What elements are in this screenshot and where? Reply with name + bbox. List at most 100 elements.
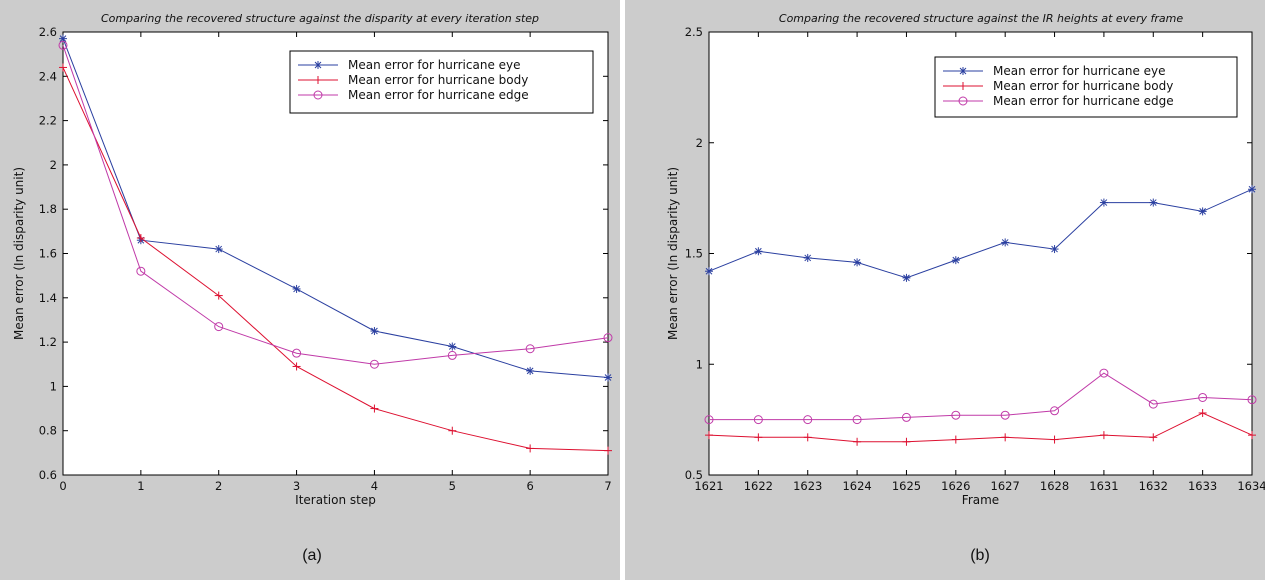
legend-label: Mean error for hurricane edge — [993, 94, 1174, 108]
legend-marker — [959, 67, 967, 75]
chart-a-svg: Comparing the recovered structure agains… — [12, 12, 613, 564]
data-point — [1248, 431, 1256, 440]
x-tick-label: 1627 — [991, 479, 1020, 493]
x-tick-label: 1623 — [793, 479, 822, 493]
data-point — [1149, 198, 1158, 207]
chart-panel-b: Comparing the recovered structure agains… — [625, 0, 1265, 580]
legend-entry: Mean error for hurricane eye — [943, 64, 1166, 78]
x-tick-label: 7 — [604, 479, 611, 493]
data-point — [803, 253, 812, 262]
series-2 — [59, 63, 612, 455]
chart-title: Comparing the recovered structure agains… — [779, 12, 1183, 25]
x-tick-label: 1626 — [941, 479, 970, 493]
x-tick-label: 4 — [371, 479, 378, 493]
y-tick-label: 1.4 — [39, 291, 57, 305]
data-point — [526, 366, 535, 375]
data-point — [1001, 433, 1010, 442]
data-point — [853, 437, 862, 446]
legend-label: Mean error for hurricane body — [348, 73, 528, 87]
data-point — [1198, 392, 1208, 402]
y-tick-label: 2.4 — [39, 69, 57, 83]
data-point — [951, 410, 961, 420]
data-point — [369, 359, 379, 369]
data-point — [704, 415, 714, 425]
legend-box — [934, 56, 1238, 118]
x-tick-label: 1628 — [1040, 479, 1069, 493]
data-point — [604, 446, 612, 455]
x-tick-label: 1625 — [892, 479, 921, 493]
data-point — [214, 322, 224, 332]
data-point — [370, 404, 379, 413]
x-axis-label: Iteration step — [295, 493, 376, 507]
data-point — [448, 426, 457, 435]
y-axis-label: Mean error (In disparity unit) — [666, 167, 680, 340]
x-tick-label: 1 — [137, 479, 144, 493]
y-tick-label: 2.5 — [685, 25, 703, 39]
data-point — [705, 431, 713, 440]
x-tick-label: 1624 — [842, 479, 871, 493]
legend-marker — [313, 90, 323, 100]
data-point — [603, 333, 613, 343]
y-tick-label: 2 — [696, 136, 703, 150]
data-point — [1248, 185, 1256, 194]
y-tick-label: 0.6 — [39, 468, 57, 482]
y-tick-label: 2 — [50, 158, 57, 172]
series-3 — [58, 40, 613, 369]
data-point — [852, 415, 862, 425]
y-tick-label: 0.8 — [39, 424, 57, 438]
chart-b-svg: Comparing the recovered structure agains… — [666, 12, 1265, 564]
data-point — [214, 245, 223, 254]
data-point — [1099, 431, 1108, 440]
series-line — [708, 188, 1253, 279]
data-point — [1148, 399, 1158, 409]
y-axis-label: Mean error (In disparity unit) — [12, 167, 26, 340]
legend-label: Mean error for hurricane edge — [348, 88, 529, 102]
data-point — [951, 435, 960, 444]
data-point — [1001, 238, 1010, 247]
x-axis: 1621 1622 1623 1624 1625 1626 1627 1628 1631 1632… — [694, 32, 1265, 493]
data-point — [292, 348, 302, 358]
y-axis: 0.5 1 1.5 2 2.5 — [685, 25, 1252, 482]
legend-marker — [314, 76, 322, 84]
data-point — [525, 344, 535, 354]
legend-label: Mean error for hurricane body — [993, 79, 1173, 93]
data-point — [1099, 198, 1108, 207]
series-line — [708, 412, 1253, 443]
y-tick-label: 1 — [696, 357, 703, 371]
data-point — [1050, 435, 1059, 444]
x-tick-label: 1631 — [1089, 479, 1118, 493]
data-point — [1247, 395, 1257, 405]
data-point — [1050, 245, 1059, 254]
legend-marker — [314, 61, 322, 69]
series-1 — [705, 185, 1256, 282]
data-point — [902, 437, 911, 446]
data-point — [803, 415, 813, 425]
legend-box — [289, 50, 594, 114]
x-tick-label: 1632 — [1139, 479, 1168, 493]
chart-panel-a: Comparing the recovered structure agains… — [0, 0, 620, 580]
y-tick-label: 2.6 — [39, 25, 57, 39]
series-1 — [59, 34, 612, 382]
legend-entry: Mean error for hurricane edge — [298, 88, 529, 102]
x-tick-label: 2 — [215, 479, 222, 493]
series-3 — [704, 368, 1257, 425]
legend-label: Mean error for hurricane eye — [348, 58, 521, 72]
x-tick-label: 1622 — [744, 479, 773, 493]
data-point — [901, 412, 911, 422]
data-point — [1198, 207, 1207, 216]
x-axis-label: Frame — [962, 493, 999, 507]
figure-caption: (b) — [970, 547, 990, 564]
y-tick-label: 1.6 — [39, 247, 57, 261]
data-point — [448, 342, 457, 351]
figure-caption: (a) — [302, 547, 322, 564]
x-tick-label: 1621 — [694, 479, 723, 493]
data-point — [754, 247, 763, 256]
chart-title: Comparing the recovered structure agains… — [101, 12, 539, 25]
y-tick-label: 1.5 — [685, 247, 703, 261]
x-tick-label: 1633 — [1188, 479, 1217, 493]
data-point — [1000, 410, 1010, 420]
x-tick-label: 5 — [449, 479, 456, 493]
